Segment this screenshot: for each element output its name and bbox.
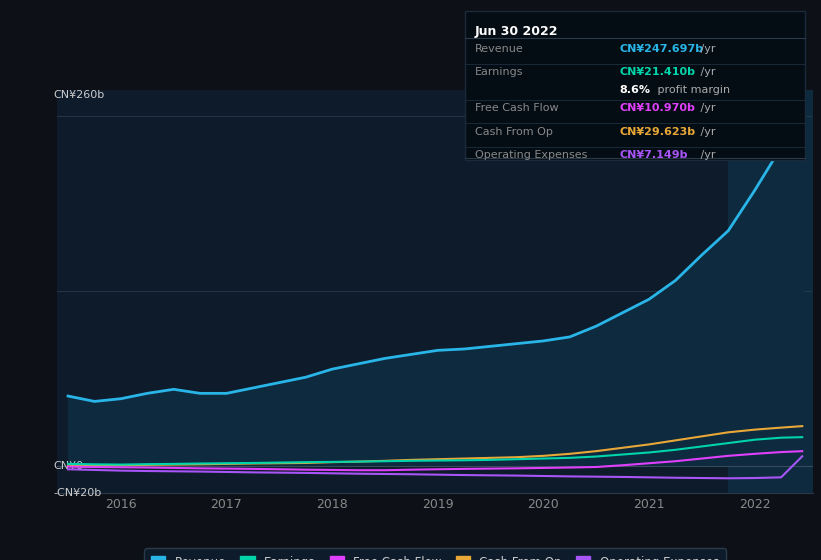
Text: /yr: /yr bbox=[697, 127, 716, 137]
Text: CN¥10.970b: CN¥10.970b bbox=[619, 103, 695, 113]
Text: Free Cash Flow: Free Cash Flow bbox=[475, 103, 558, 113]
Text: Operating Expenses: Operating Expenses bbox=[475, 150, 587, 160]
Text: CN¥29.623b: CN¥29.623b bbox=[619, 127, 695, 137]
Text: -CN¥20b: -CN¥20b bbox=[53, 488, 102, 498]
Text: CN¥7.149b: CN¥7.149b bbox=[619, 150, 687, 160]
Text: /yr: /yr bbox=[697, 150, 716, 160]
Text: Jun 30 2022: Jun 30 2022 bbox=[475, 25, 558, 38]
Text: CN¥0: CN¥0 bbox=[53, 461, 84, 471]
Text: /yr: /yr bbox=[697, 44, 716, 54]
Legend: Revenue, Earnings, Free Cash Flow, Cash From Op, Operating Expenses: Revenue, Earnings, Free Cash Flow, Cash … bbox=[144, 548, 726, 560]
Text: 8.6%: 8.6% bbox=[619, 85, 650, 95]
Text: Cash From Op: Cash From Op bbox=[475, 127, 553, 137]
Text: Earnings: Earnings bbox=[475, 67, 523, 77]
Text: profit margin: profit margin bbox=[654, 85, 730, 95]
Text: CN¥21.410b: CN¥21.410b bbox=[619, 67, 695, 77]
Text: /yr: /yr bbox=[697, 103, 716, 113]
Text: Revenue: Revenue bbox=[475, 44, 523, 54]
Text: CN¥260b: CN¥260b bbox=[53, 90, 105, 100]
Text: CN¥247.697b: CN¥247.697b bbox=[619, 44, 703, 54]
Bar bbox=[728, 90, 813, 493]
Text: /yr: /yr bbox=[697, 67, 716, 77]
